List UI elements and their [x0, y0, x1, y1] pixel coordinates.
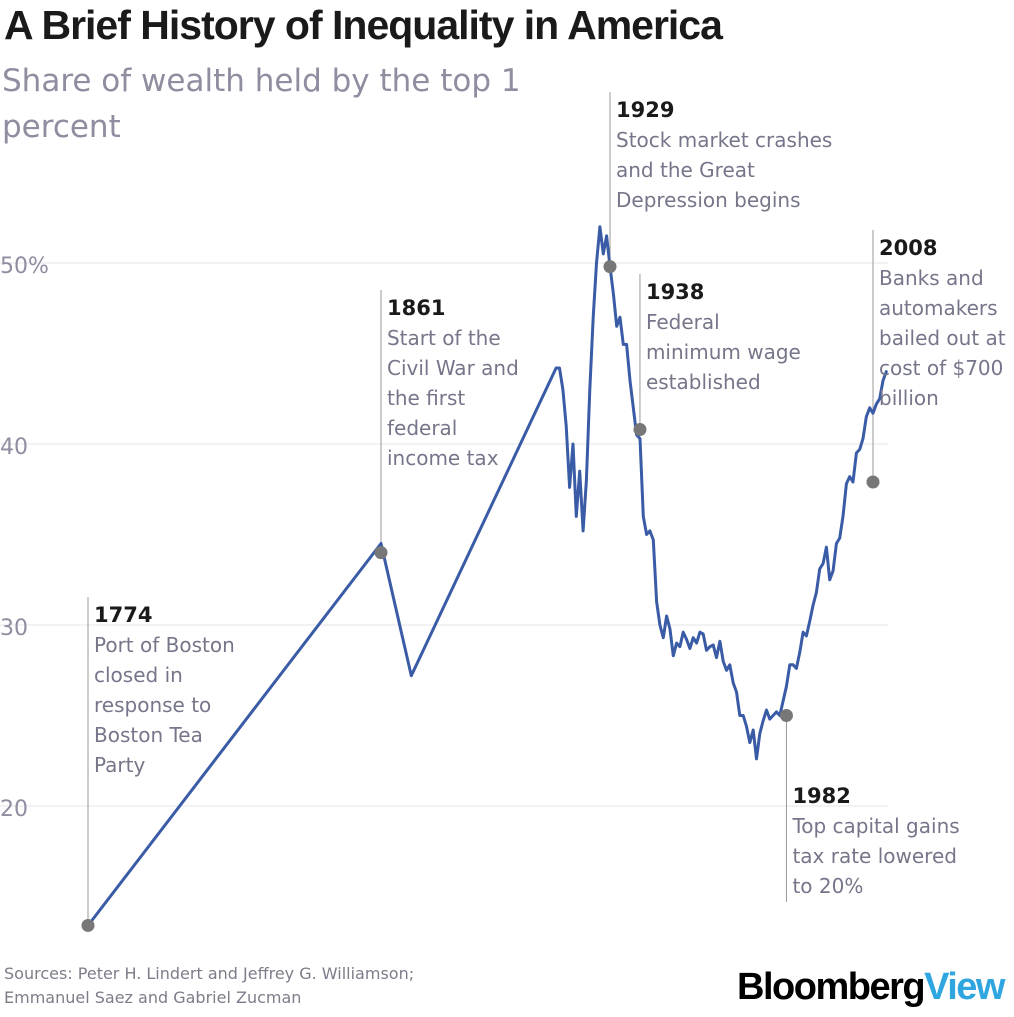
annotation-text-line: Boston Tea — [94, 723, 203, 747]
annotation-text-line: and the Great — [616, 158, 755, 182]
bloomberg-view-logo: BloombergView — [737, 966, 1005, 1009]
annotation-marker — [779, 709, 793, 722]
annotation-marker — [81, 918, 95, 932]
annotation-text-line: tax rate lowered — [792, 844, 957, 868]
annotation-text-line: Port of Boston — [94, 633, 235, 657]
annotation-text-line: Stock market crashes — [616, 128, 832, 152]
annotation-text-line: Banks and — [879, 266, 984, 290]
annotation-text-line: response to — [94, 693, 211, 717]
annotation-text-line: to 20% — [792, 874, 863, 898]
annotation-text-line: established — [646, 370, 761, 394]
annotation-text-line: automakers — [879, 296, 998, 320]
annotation-text-line: closed in — [94, 663, 183, 687]
annotation-leader-lines — [87, 92, 874, 926]
annotation-marker — [633, 423, 647, 437]
chart-title: A Brief History of Inequality in America — [4, 2, 723, 48]
annotation-markers — [81, 260, 880, 932]
annotation-marker — [866, 475, 880, 489]
series-layer — [86, 225, 888, 927]
annotation-text: 1774 Port of Boston closed in response to Bo… — [94, 98, 1006, 898]
annotation-text-line: Civil War and — [387, 356, 519, 380]
annotation-year: 1938 — [646, 280, 704, 304]
y-axis-tick-labels: 50% 40 30 20 — [0, 254, 49, 822]
annotation-text-line: federal — [387, 416, 457, 440]
annotation-year: 2008 — [879, 236, 937, 260]
annotation-text-line: billion — [879, 386, 939, 410]
y-tick-label: 30 — [0, 616, 28, 641]
annotation-text-line: minimum wage — [646, 340, 801, 364]
brand-part-2: View — [924, 966, 1005, 1008]
y-tick-label: 40 — [0, 435, 28, 460]
annotation-text-line: cost of $700 — [879, 356, 1003, 380]
annotation-text-line: bailed out at — [879, 326, 1006, 350]
y-tick-label: 20 — [0, 797, 28, 822]
annotation-text-line: Party — [94, 753, 145, 777]
annotation-text-line: Top capital gains — [791, 814, 959, 838]
annotation-year: 1861 — [387, 296, 445, 320]
annotation-text-line: Start of the — [387, 326, 501, 350]
annotation-year: 1929 — [616, 98, 674, 122]
y-tick-label: 50% — [0, 254, 49, 279]
gridlines — [0, 262, 888, 807]
annotation-year: 1774 — [94, 603, 152, 627]
sources-line-2: Emmanuel Saez and Gabriel Zucman — [4, 988, 302, 1007]
annotation-text-line: Federal — [646, 310, 720, 334]
sources-line-1: Sources: Peter H. Lindert and Jeffrey G.… — [4, 964, 415, 983]
annotation-text-line: the first — [387, 386, 465, 410]
series-line — [86, 225, 888, 927]
chart-subtitle: Share of wealth held by the top 1 percen… — [2, 63, 521, 145]
annotation-marker — [374, 546, 388, 560]
annotation-text-line: Depression begins — [616, 188, 801, 212]
sources-note: Sources: Peter H. Lindert and Jeffrey G.… — [4, 962, 414, 1010]
brand-part-1: Bloomberg — [737, 966, 926, 1008]
annotation-marker — [603, 260, 617, 274]
annotation-text-line: income tax — [387, 446, 499, 470]
annotation-year: 1982 — [792, 784, 850, 808]
